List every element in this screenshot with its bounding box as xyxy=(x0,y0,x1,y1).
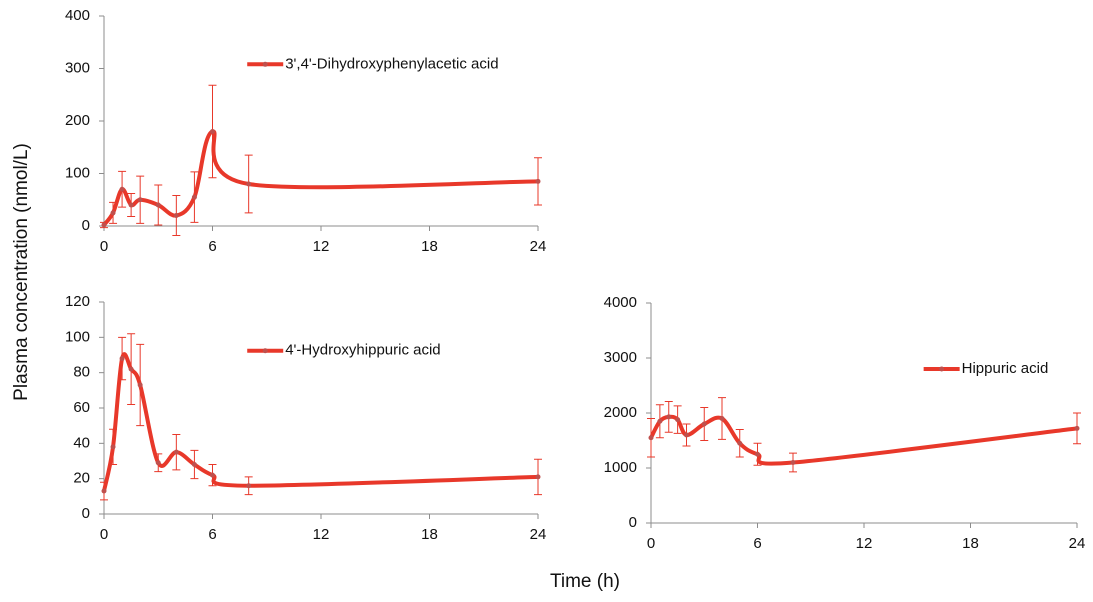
data-point xyxy=(119,356,125,362)
y-tick-label: 1000 xyxy=(604,459,637,476)
data-point xyxy=(675,417,681,423)
data-point xyxy=(719,416,725,421)
x-tick-label: 18 xyxy=(421,238,438,255)
y-tick-label: 0 xyxy=(629,514,637,531)
data-point xyxy=(657,418,663,424)
x-tick-label: 18 xyxy=(962,535,979,552)
y-axis-label: Plasma concentration (nmol/L) xyxy=(11,143,32,401)
data-point xyxy=(101,488,107,494)
data-point xyxy=(128,202,134,208)
x-tick-label: 12 xyxy=(856,535,873,552)
y-tick-label: 100 xyxy=(65,328,90,345)
data-point xyxy=(173,213,179,218)
y-tick-label: 2000 xyxy=(604,404,637,421)
data-point xyxy=(1074,425,1080,431)
data-point xyxy=(535,178,541,184)
panel: 0 1000 2000 3000 4000 0 6 12 18 24 Hippuric acid xyxy=(604,294,1086,552)
legend-label: 3',4'-Dihydroxyphenylacetic acid xyxy=(285,55,498,72)
y-tick-label: 0 xyxy=(82,217,90,234)
x-tick-label: 0 xyxy=(100,526,108,543)
x-tick-label: 12 xyxy=(313,526,330,543)
x-tick-label: 12 xyxy=(313,238,330,255)
y-tick-label: 20 xyxy=(73,470,90,487)
series-line xyxy=(102,352,539,492)
data-point xyxy=(737,440,743,446)
data-point xyxy=(155,202,161,208)
panel: 0 20 40 60 80 100 120 0 6 12 18 24 4'-Hydroxyhippuri… xyxy=(65,293,546,543)
x-tick-label: 0 xyxy=(100,238,108,255)
data-point xyxy=(210,472,215,478)
data-point xyxy=(246,181,252,187)
legend-marker xyxy=(262,61,268,67)
y-tick-label: 0 xyxy=(82,505,90,522)
y-tick-label: 3000 xyxy=(604,349,637,366)
data-point xyxy=(110,210,116,216)
x-axis-label: Time (h) xyxy=(550,571,620,592)
y-tick-label: 60 xyxy=(73,399,90,416)
x-tick-label: 24 xyxy=(530,238,547,255)
legend-label: Hippuric acid xyxy=(962,360,1049,377)
y-tick-label: 80 xyxy=(73,364,90,381)
x-tick-label: 6 xyxy=(753,535,761,552)
data-point xyxy=(128,366,134,372)
data-point xyxy=(101,222,107,228)
y-tick-label: 100 xyxy=(65,164,90,181)
data-point xyxy=(110,444,116,450)
data-point xyxy=(173,449,179,455)
data-point xyxy=(684,432,689,438)
series-line xyxy=(649,414,1078,466)
y-tick-label: 400 xyxy=(65,7,90,24)
legend-marker xyxy=(262,348,268,354)
x-tick-label: 24 xyxy=(1069,535,1086,552)
x-tick-label: 6 xyxy=(208,526,216,543)
data-point xyxy=(137,382,143,388)
data-point xyxy=(137,197,143,203)
data-point xyxy=(191,462,197,468)
legend-label: 4'-Hydroxyhippuric acid xyxy=(285,342,440,359)
y-tick-label: 4000 xyxy=(604,294,637,311)
data-point xyxy=(155,460,161,466)
data-point xyxy=(790,460,796,465)
series-line xyxy=(102,129,539,227)
y-tick-label: 200 xyxy=(65,112,90,129)
data-point xyxy=(666,414,672,420)
data-point xyxy=(535,474,541,480)
y-tick-label: 40 xyxy=(73,434,90,451)
x-tick-label: 0 xyxy=(647,535,655,552)
data-point xyxy=(755,451,760,457)
data-point xyxy=(701,421,707,427)
data-point xyxy=(246,483,252,489)
data-point xyxy=(191,194,197,200)
x-tick-label: 24 xyxy=(530,526,547,543)
legend-marker xyxy=(939,366,945,372)
data-point xyxy=(119,186,125,192)
y-tick-label: 300 xyxy=(65,59,90,76)
data-point xyxy=(210,129,215,134)
x-tick-label: 6 xyxy=(208,238,216,255)
panel: 0 100 200 300 400 0 6 12 18 24 3',4'-Dihydroxyphen… xyxy=(65,7,546,255)
data-point xyxy=(648,435,654,441)
x-tick-label: 18 xyxy=(421,526,438,543)
y-tick-label: 120 xyxy=(65,293,90,310)
